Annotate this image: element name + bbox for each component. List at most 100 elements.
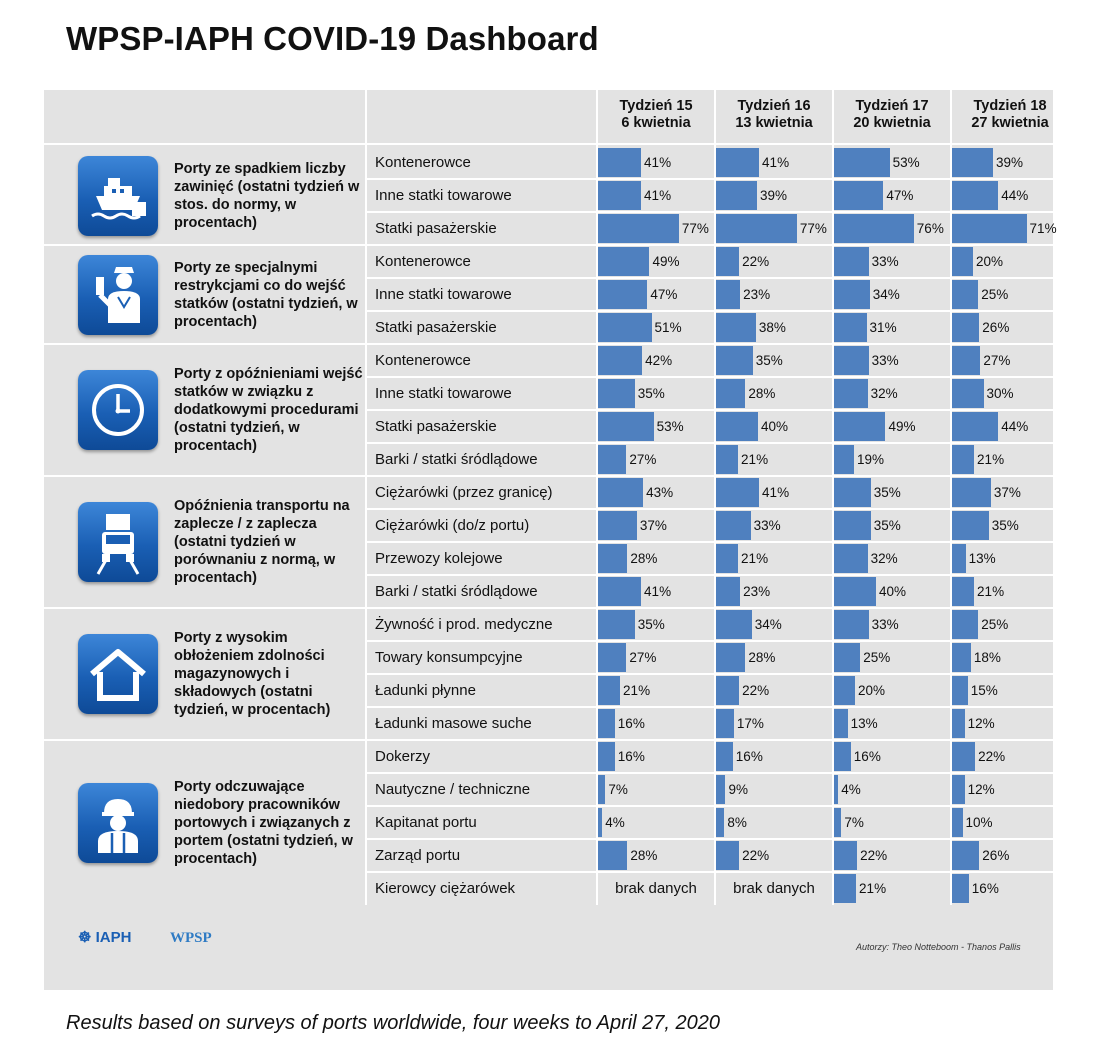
data-bar xyxy=(952,148,993,177)
data-label: 8% xyxy=(727,815,747,830)
data-label: 47% xyxy=(650,287,678,302)
data-bar xyxy=(834,379,868,408)
data-label: 21% xyxy=(977,584,1005,599)
week-date: 27 kwietnia xyxy=(971,115,1049,131)
data-bar xyxy=(716,313,756,342)
data-bar xyxy=(952,412,999,441)
data-label: 10% xyxy=(965,815,993,830)
data-bar xyxy=(716,676,740,705)
group-divider xyxy=(44,607,1053,609)
iaph-logo: ☸ IAPH xyxy=(78,928,131,946)
worker-icon xyxy=(78,782,158,863)
row-divider xyxy=(367,871,1053,873)
data-label: 35% xyxy=(755,353,783,368)
row-divider xyxy=(367,442,1053,444)
data-bar xyxy=(952,874,969,903)
data-bar xyxy=(834,148,890,177)
data-label: 71% xyxy=(1029,221,1057,236)
row-label: Ładunki masowe suche xyxy=(375,715,532,732)
row-divider xyxy=(367,277,1053,279)
data-bar xyxy=(716,412,758,441)
wpsp-logo: WPSP xyxy=(170,930,212,946)
data-label: 25% xyxy=(981,617,1009,632)
no-data-label: brak danych xyxy=(733,880,815,897)
row-label: Kierowcy ciężarówek xyxy=(375,880,516,897)
data-bar xyxy=(952,742,976,771)
data-label: 41% xyxy=(762,485,790,500)
data-label: 35% xyxy=(637,386,665,401)
data-bar xyxy=(952,478,991,507)
data-bar xyxy=(952,346,981,375)
data-bar xyxy=(598,247,650,276)
row-label: Statki pasażerskie xyxy=(375,220,497,237)
data-bar xyxy=(716,709,734,738)
data-bar xyxy=(716,478,760,507)
officer-stop-icon xyxy=(78,254,158,335)
row-label: Nautyczne / techniczne xyxy=(375,781,531,798)
data-bar xyxy=(834,280,870,309)
row-divider xyxy=(367,805,1053,807)
data-bar xyxy=(598,709,615,738)
data-bar xyxy=(834,181,884,210)
data-label: 22% xyxy=(742,848,770,863)
data-bar xyxy=(952,643,971,672)
column-divider xyxy=(832,90,834,905)
group-title: Opóźnienia transportu na zaplecze / z za… xyxy=(174,498,350,586)
data-label: 28% xyxy=(748,650,776,665)
data-bar xyxy=(834,775,839,804)
data-bar xyxy=(834,478,871,507)
data-bar xyxy=(598,841,628,870)
data-bar xyxy=(598,577,642,606)
row-divider xyxy=(367,574,1053,576)
data-bar xyxy=(952,709,965,738)
column-divider xyxy=(596,90,598,905)
data-bar xyxy=(598,148,642,177)
data-label: 7% xyxy=(608,782,628,797)
data-label: 22% xyxy=(860,848,888,863)
data-label: 22% xyxy=(742,254,770,269)
data-label: 37% xyxy=(993,485,1021,500)
data-bar xyxy=(952,280,979,309)
data-label: 53% xyxy=(656,419,684,434)
data-label: 15% xyxy=(970,683,998,698)
data-label: 23% xyxy=(743,287,771,302)
row-label: Ciężarówki (do/z portu) xyxy=(375,517,530,534)
row-label: Inne statki towarowe xyxy=(375,187,512,204)
row-divider xyxy=(367,508,1053,510)
data-label: 35% xyxy=(637,617,665,632)
data-label: 43% xyxy=(646,485,674,500)
column-divider xyxy=(714,90,716,905)
row-label: Ładunki płynne xyxy=(375,682,476,699)
data-bar xyxy=(834,577,876,606)
row-label: Żywność i prod. medyczne xyxy=(375,616,553,633)
data-label: 25% xyxy=(863,650,891,665)
data-label: 42% xyxy=(645,353,673,368)
data-label: 31% xyxy=(869,320,897,335)
row-label: Kontenerowce xyxy=(375,352,471,369)
data-label: 21% xyxy=(741,551,769,566)
data-label: 53% xyxy=(892,155,920,170)
data-label: 32% xyxy=(870,551,898,566)
data-label: 47% xyxy=(886,188,914,203)
data-label: 27% xyxy=(629,452,657,467)
week-header: Tydzień 16 13 kwietnia xyxy=(716,98,832,142)
row-divider xyxy=(367,376,1053,378)
data-bar xyxy=(598,808,603,837)
group-divider xyxy=(44,343,1053,345)
data-label: 40% xyxy=(879,584,907,599)
data-label: 44% xyxy=(1001,419,1029,434)
data-label: 44% xyxy=(1001,188,1029,203)
data-bar xyxy=(598,181,642,210)
row-label: Dokerzy xyxy=(375,748,431,765)
data-bar xyxy=(598,379,635,408)
data-bar xyxy=(952,511,989,540)
data-bar xyxy=(952,610,979,639)
week-date: 20 kwietnia xyxy=(853,115,931,131)
data-label: 41% xyxy=(644,155,672,170)
data-label: 51% xyxy=(654,320,682,335)
data-bar xyxy=(716,346,753,375)
data-bar xyxy=(598,544,628,573)
data-bar xyxy=(952,841,980,870)
data-bar xyxy=(598,313,652,342)
data-label: 7% xyxy=(844,815,864,830)
